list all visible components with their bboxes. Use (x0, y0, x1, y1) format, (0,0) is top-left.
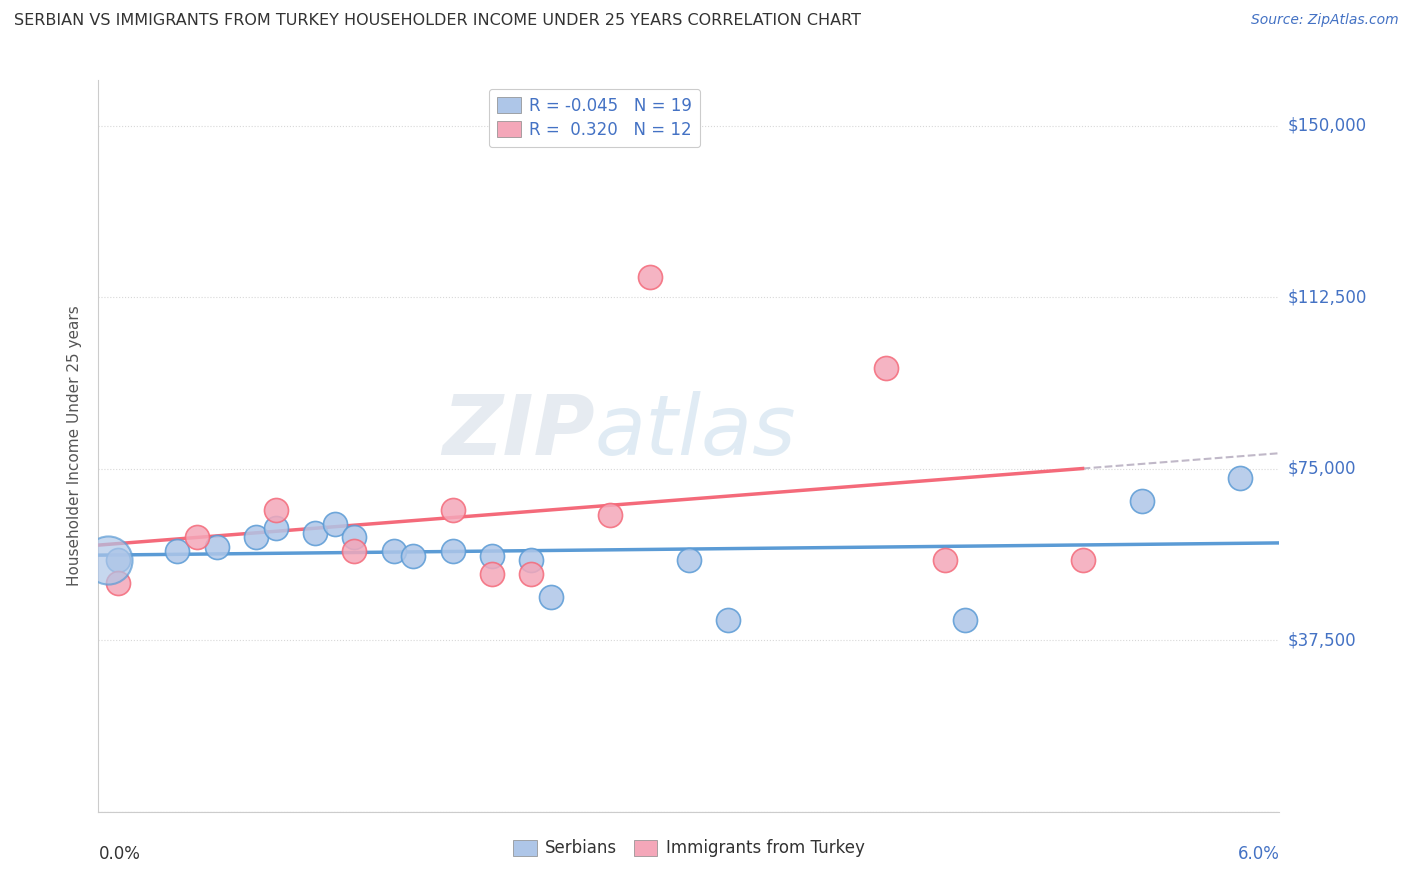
Point (599, 508, 621, 522)
Point (1229, 471, 1251, 485)
Point (934, 553, 956, 567)
Point (481, 549, 503, 563)
Point (1071, 553, 1094, 567)
Point (186, 530, 208, 544)
Point (205, 540, 228, 554)
Text: $112,500: $112,500 (1288, 288, 1367, 307)
Point (540, 590, 562, 604)
Point (107, 576, 129, 591)
Text: $150,000: $150,000 (1288, 117, 1367, 135)
Legend: Serbians, Immigrants from Turkey: Serbians, Immigrants from Turkey (505, 830, 873, 865)
Text: ZIP: ZIP (441, 391, 595, 472)
Point (343, 530, 366, 544)
Point (441, 544, 464, 558)
Point (264, 503, 287, 517)
Point (323, 516, 346, 531)
Point (953, 613, 976, 627)
Point (402, 549, 425, 563)
Point (343, 544, 366, 558)
Point (245, 530, 267, 544)
Point (1130, 493, 1153, 508)
Point (166, 544, 188, 558)
Text: $75,000: $75,000 (1288, 460, 1357, 478)
Point (678, 553, 700, 567)
Point (717, 613, 740, 627)
Point (441, 503, 464, 517)
Point (304, 525, 326, 540)
Text: atlas: atlas (595, 391, 796, 472)
Text: SERBIAN VS IMMIGRANTS FROM TURKEY HOUSEHOLDER INCOME UNDER 25 YEARS CORRELATION : SERBIAN VS IMMIGRANTS FROM TURKEY HOUSEH… (14, 13, 860, 29)
Point (107, 553, 129, 567)
Point (638, 269, 661, 284)
Y-axis label: Householder Income Under 25 years: Householder Income Under 25 years (67, 306, 83, 586)
Point (382, 544, 405, 558)
Text: 0.0%: 0.0% (98, 845, 141, 863)
Point (520, 553, 543, 567)
Point (520, 567, 543, 582)
Point (481, 567, 503, 582)
Point (264, 521, 287, 535)
Point (97, 553, 120, 567)
Text: $37,500: $37,500 (1288, 632, 1357, 649)
Text: Source: ZipAtlas.com: Source: ZipAtlas.com (1251, 13, 1399, 28)
Text: 6.0%: 6.0% (1237, 845, 1279, 863)
Point (875, 361, 897, 376)
